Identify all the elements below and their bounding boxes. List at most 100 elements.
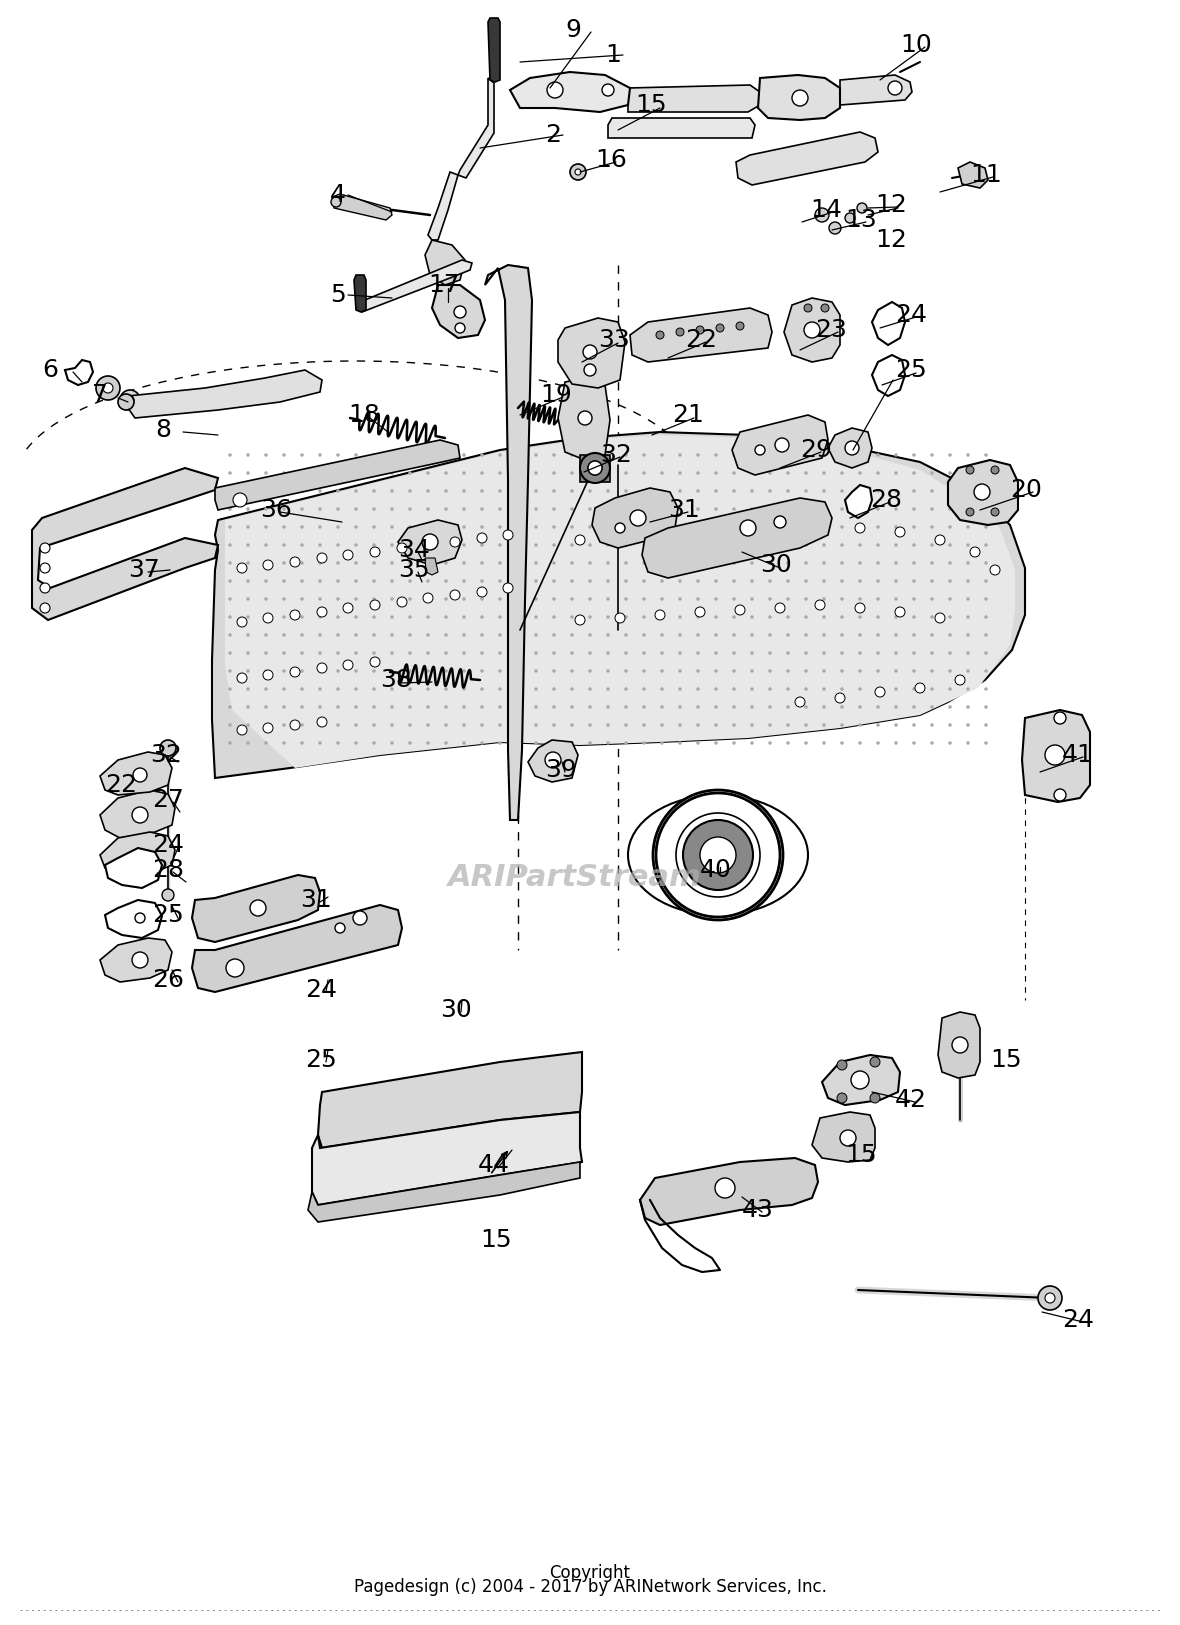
Polygon shape [640,1159,818,1225]
Circle shape [517,652,519,655]
Text: 40: 40 [700,858,732,882]
Circle shape [229,562,231,564]
Text: 41: 41 [1062,743,1094,767]
Circle shape [319,670,321,673]
Circle shape [877,723,879,726]
Circle shape [949,543,951,546]
Circle shape [894,616,898,619]
Circle shape [678,634,682,637]
Circle shape [733,543,735,546]
Circle shape [336,543,340,546]
Circle shape [696,687,700,691]
Circle shape [974,484,990,500]
Circle shape [715,580,717,582]
Circle shape [373,562,375,564]
Circle shape [503,530,513,540]
Text: 28: 28 [870,488,902,512]
Circle shape [229,507,231,510]
Circle shape [949,489,951,492]
Text: 1: 1 [605,42,621,67]
Circle shape [570,705,573,708]
Circle shape [750,489,754,492]
Circle shape [408,741,412,744]
Circle shape [715,1178,735,1198]
Circle shape [535,598,538,601]
Circle shape [40,543,50,552]
Circle shape [733,562,735,564]
Circle shape [805,616,807,619]
Circle shape [319,723,321,726]
Circle shape [642,741,645,744]
Circle shape [774,517,786,528]
Circle shape [391,616,393,619]
Polygon shape [784,297,840,362]
Circle shape [840,652,844,655]
Circle shape [391,489,393,492]
Circle shape [408,705,412,708]
Text: 7: 7 [92,384,107,406]
Circle shape [408,723,412,726]
Circle shape [768,723,772,726]
Text: ARIPartStream™: ARIPartStream™ [448,863,732,892]
Circle shape [624,634,628,637]
Circle shape [607,562,610,564]
Polygon shape [845,484,872,518]
Circle shape [353,912,367,925]
Circle shape [661,562,663,564]
Circle shape [373,616,375,619]
Circle shape [805,723,807,726]
Circle shape [319,580,321,582]
Circle shape [498,670,502,673]
Circle shape [840,489,844,492]
Circle shape [696,652,700,655]
Circle shape [354,652,358,655]
Circle shape [354,543,358,546]
Circle shape [735,604,745,614]
Text: 35: 35 [398,557,430,582]
Circle shape [822,687,826,691]
Circle shape [624,562,628,564]
Text: 38: 38 [380,668,412,692]
Circle shape [552,507,556,510]
Circle shape [247,580,249,582]
Circle shape [642,670,645,673]
Circle shape [229,634,231,637]
Circle shape [247,723,249,726]
Circle shape [535,687,538,691]
Circle shape [335,923,345,933]
Circle shape [589,471,591,474]
Circle shape [517,489,519,492]
Circle shape [877,741,879,744]
Circle shape [984,562,988,564]
Circle shape [570,164,586,180]
Circle shape [301,562,303,564]
Circle shape [408,670,412,673]
Circle shape [768,453,772,457]
Circle shape [422,540,433,549]
Polygon shape [828,427,872,468]
Circle shape [931,489,933,492]
Circle shape [768,598,772,601]
Circle shape [301,598,303,601]
Circle shape [840,670,844,673]
Circle shape [247,507,249,510]
Circle shape [949,598,951,601]
Text: 19: 19 [540,384,572,406]
Circle shape [624,652,628,655]
Circle shape [949,652,951,655]
Circle shape [815,600,825,609]
Circle shape [301,705,303,708]
Circle shape [678,580,682,582]
Circle shape [715,652,717,655]
Circle shape [336,634,340,637]
Circle shape [624,723,628,726]
Polygon shape [489,18,500,81]
Circle shape [678,723,682,726]
Circle shape [354,723,358,726]
Circle shape [480,525,484,528]
Circle shape [517,453,519,457]
Polygon shape [758,75,840,120]
Circle shape [894,489,898,492]
Circle shape [768,507,772,510]
Circle shape [859,723,861,726]
